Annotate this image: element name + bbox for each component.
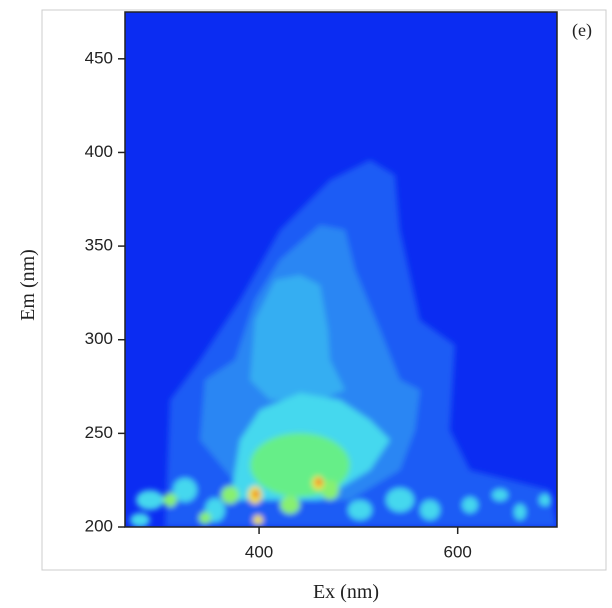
contours (130, 160, 557, 527)
frame (41, 9, 607, 571)
plot-border (124, 11, 558, 528)
contour-plot (125, 12, 557, 527)
contour-level-3 (250, 275, 345, 400)
annotation: (e) (572, 20, 592, 41)
contour-level-5 (250, 433, 350, 497)
peak-spots (253, 479, 322, 497)
noise-blobs (130, 478, 551, 527)
y-tick-label: 350 (85, 236, 113, 255)
x-tick-label: 600 (444, 542, 472, 561)
x-tick-label: 400 (245, 542, 273, 561)
noise-blobs-green (163, 480, 339, 524)
y-tick-label: 450 (85, 48, 113, 67)
x-axis-label: Ex (nm) (313, 581, 379, 603)
y-tick-label: 300 (85, 329, 113, 348)
y-axis-label: Em (nm) (17, 249, 39, 321)
y-tick-label: 250 (85, 423, 113, 442)
y-tick-label: 400 (85, 142, 113, 161)
y-tick-label: 200 (85, 516, 113, 535)
